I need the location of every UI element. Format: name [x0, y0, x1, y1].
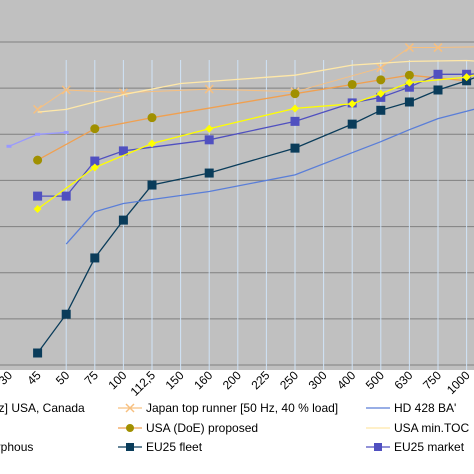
data-point: [33, 191, 43, 201]
legend-label: orphous: [0, 440, 33, 454]
data-point: [35, 132, 41, 136]
data-point: [204, 135, 214, 145]
data-point: [148, 139, 156, 148]
series-line: [37, 74, 474, 210]
legend-marker: [374, 443, 382, 451]
legend-label: Hz] USA, Canada: [0, 401, 85, 415]
x-tick-label: 750: [420, 368, 444, 392]
data-point: [290, 89, 300, 99]
legend-marker: [126, 443, 134, 451]
data-point: [118, 146, 128, 156]
x-tick-label: 30: [0, 368, 15, 388]
data-point: [33, 205, 42, 214]
data-point: [33, 155, 43, 165]
legend-label: USA (DoE) proposed: [146, 421, 258, 435]
data-point: [90, 124, 100, 134]
data-point: [204, 84, 214, 94]
data-point: [291, 104, 299, 113]
legend-label: USA min.TOC: [394, 421, 469, 435]
x-tick-label: 300: [306, 368, 330, 392]
x-tick-label: 150: [163, 368, 187, 392]
data-point: [376, 75, 386, 85]
data-point: [33, 348, 43, 358]
legend-label: EU25 fleet: [146, 440, 203, 454]
x-tick-label: 50: [53, 368, 73, 388]
plot-area: [0, 0, 474, 370]
x-tick-label: 250: [277, 368, 301, 392]
data-point: [118, 215, 128, 225]
x-tick-label: 112,5: [128, 368, 159, 399]
data-point: [61, 191, 71, 201]
x-tick-label: 400: [334, 368, 358, 392]
data-point: [404, 82, 414, 92]
data-point: [433, 69, 443, 79]
x-tick-label: 160: [191, 368, 215, 392]
drop-lines: [65, 60, 468, 370]
data-point: [90, 253, 100, 263]
x-tick-label: 225: [248, 368, 272, 392]
data-point: [90, 156, 100, 166]
x-tick-label: 45: [24, 368, 44, 388]
data-point: [61, 309, 71, 319]
legend-marker: [126, 424, 134, 432]
series-group: [6, 43, 474, 358]
data-point: [147, 180, 157, 190]
x-tick-label: 75: [82, 368, 102, 388]
x-tick-label: 200: [220, 368, 244, 392]
data-point: [147, 113, 157, 123]
x-tick-label: 100: [105, 368, 129, 392]
data-point: [376, 63, 386, 73]
data-point: [404, 43, 414, 53]
data-point: [63, 130, 69, 134]
data-point: [6, 144, 12, 148]
data-point: [433, 85, 443, 95]
series-line: [37, 73, 474, 197]
data-point: [376, 89, 385, 98]
x-tick-label: 630: [391, 368, 415, 392]
x-tick-label: 1000: [444, 368, 473, 397]
legend-marker: [125, 403, 135, 413]
data-point: [61, 85, 71, 95]
data-point: [347, 79, 357, 89]
legend-label: Japan top runner [50 Hz, 40 % load]: [146, 401, 338, 415]
data-point: [404, 97, 414, 107]
legend-label: EU25 market: [394, 440, 465, 454]
data-point: [348, 99, 357, 108]
data-point: [290, 143, 300, 153]
data-point: [376, 105, 386, 115]
data-point: [205, 124, 214, 133]
data-point: [462, 73, 471, 82]
data-point: [433, 43, 443, 53]
data-point: [204, 168, 214, 178]
series-line: [37, 59, 474, 113]
data-point: [404, 70, 414, 80]
data-point: [90, 163, 99, 172]
legend: Hz] USA, Canada Japan top runner [50 Hz, …: [0, 401, 469, 454]
data-point: [405, 78, 414, 87]
data-point: [347, 119, 357, 129]
x-tick-label: 500: [363, 368, 387, 392]
data-point: [290, 116, 300, 126]
legend-label: HD 428 BA': [394, 401, 456, 415]
series-line: [65, 108, 474, 245]
series-line: [37, 74, 467, 161]
